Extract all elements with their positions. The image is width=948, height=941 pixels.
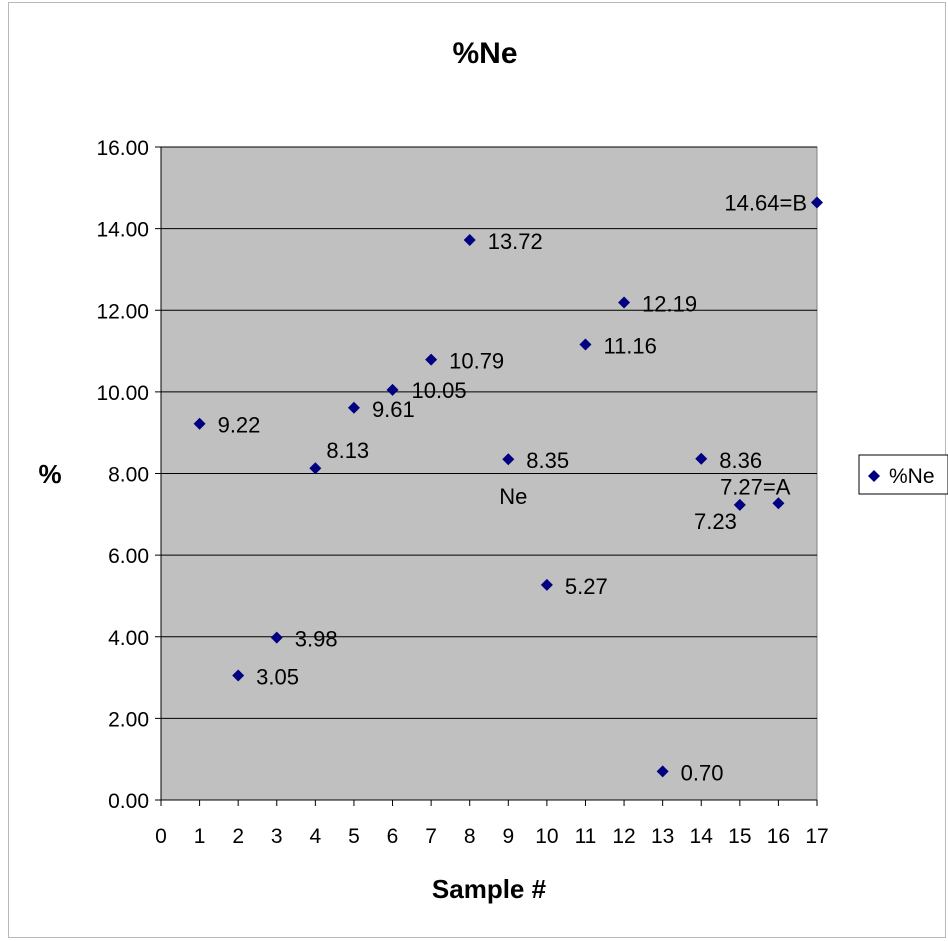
data-label: 3.98: [295, 627, 338, 652]
data-point: [579, 338, 592, 351]
x-tick-label: 11: [575, 825, 597, 848]
data-point: [695, 452, 708, 465]
x-tick-label: 5: [348, 825, 360, 848]
x-tick-label: 1: [194, 825, 206, 848]
data-point: [656, 765, 669, 778]
data-point: [232, 669, 245, 682]
data-point: [270, 631, 283, 644]
data-point: [193, 417, 206, 430]
data-point: [733, 498, 746, 511]
y-tick-label: 6.00: [108, 545, 149, 568]
y-tick-label: 12.00: [96, 300, 149, 323]
annotation-label: Ne: [499, 484, 527, 509]
data-label: 9.61: [372, 397, 415, 422]
data-point: [463, 234, 476, 247]
x-axis-ticks: 0 1 2 3 4 5 6 7 8 9 10 11 12 13 14 15 16 17: [155, 800, 829, 848]
legend-marker: [868, 470, 880, 482]
y-tick-label: 16.00: [96, 137, 149, 160]
x-tick-label: 4: [310, 825, 322, 848]
data-label: 8.13: [326, 438, 369, 463]
data-label: 10.05: [412, 378, 467, 403]
data-label: 5.27: [565, 574, 608, 599]
legend-label: %Ne: [889, 465, 935, 488]
data-points: [193, 196, 823, 778]
gridlines: [161, 146, 817, 719]
data-point: [811, 196, 823, 209]
y-tick-label: 14.00: [96, 219, 149, 242]
x-tick-label: 8: [464, 825, 476, 848]
x-tick-label: 0: [155, 825, 167, 848]
x-tick-label: 10: [535, 825, 558, 848]
data-point: [425, 353, 438, 366]
data-point: [772, 497, 785, 510]
legend: %Ne: [858, 454, 948, 495]
y-axis-ticks: 0.00 2.00 4.00 6.00 8.00 10.00 12.00 14.00 16.00: [96, 137, 161, 813]
data-label: 3.05: [256, 665, 299, 690]
x-tick-label: 6: [387, 825, 399, 848]
y-tick-label: 8.00: [108, 464, 149, 487]
x-tick-label: 7: [425, 825, 437, 848]
x-axis-title: Sample #: [432, 874, 547, 904]
data-point: [618, 296, 631, 309]
data-label: 7.27=A: [720, 474, 791, 499]
x-tick-label: 2: [232, 825, 244, 848]
data-point: [309, 462, 322, 475]
data-label: 0.70: [681, 760, 724, 785]
x-tick-label: 16: [767, 825, 790, 848]
x-tick-label: 14: [690, 825, 714, 848]
x-tick-label: 9: [502, 825, 514, 848]
data-label: 14.64=B: [724, 191, 807, 216]
x-tick-label: 13: [651, 825, 674, 848]
data-label: 11.16: [603, 334, 656, 359]
x-tick-label: 12: [612, 825, 635, 848]
x-tick-label: 15: [728, 825, 751, 848]
data-label: 10.79: [449, 349, 504, 374]
data-point: [347, 401, 360, 414]
y-axis-title: %: [38, 459, 61, 489]
data-label: 8.36: [719, 448, 762, 473]
data-label: 13.72: [488, 229, 543, 254]
y-tick-label: 10.00: [96, 382, 149, 405]
data-point: [386, 383, 399, 396]
annotations: Ne: [499, 484, 527, 509]
data-label: 9.22: [218, 413, 261, 438]
y-tick-label: 4.00: [108, 627, 149, 650]
data-point: [540, 578, 553, 591]
data-label: 7.23: [694, 509, 737, 534]
data-label: 12.19: [642, 291, 697, 316]
x-tick-label: 17: [805, 825, 828, 848]
y-tick-label: 0.00: [108, 790, 149, 813]
y-tick-label: 2.00: [108, 708, 149, 731]
data-point: [502, 453, 515, 466]
chart-title: %Ne: [452, 37, 517, 70]
data-label: 8.35: [526, 448, 569, 473]
x-tick-label: 3: [271, 825, 283, 848]
